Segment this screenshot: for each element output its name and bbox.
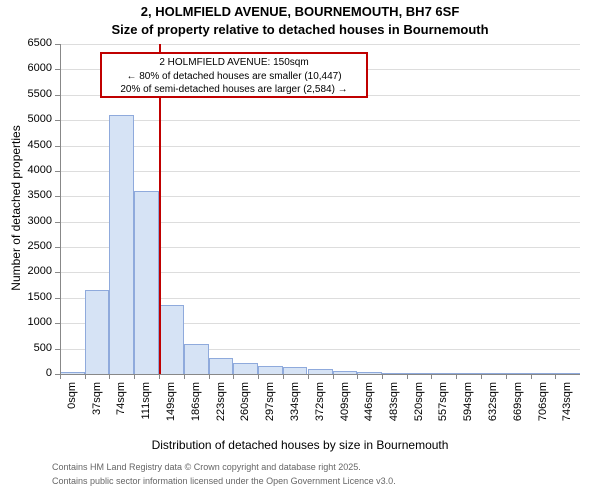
x-tick-label: 483sqm: [388, 382, 400, 432]
footer-line-2: Contains public sector information licen…: [52, 476, 396, 486]
gridline: [60, 171, 580, 172]
x-tick-label: 706sqm: [537, 382, 549, 432]
x-tick-label: 520sqm: [413, 382, 425, 432]
y-tick-label: 2500: [0, 240, 52, 252]
histogram-bar: [258, 366, 283, 374]
y-tick-label: 1500: [0, 291, 52, 303]
y-tick-label: 3000: [0, 215, 52, 227]
x-tick-label: 223sqm: [215, 382, 227, 432]
y-tick-label: 4000: [0, 164, 52, 176]
histogram-bar: [159, 305, 184, 374]
x-tick-label: 74sqm: [115, 382, 127, 432]
histogram-bar: [85, 290, 110, 374]
property-size-histogram: 2, HOLMFIELD AVENUE, BOURNEMOUTH, BH7 6S…: [0, 0, 600, 500]
y-axis-line: [60, 44, 61, 374]
callout-line-2: ← 80% of detached houses are smaller (10…: [106, 70, 362, 84]
x-tick-label: 743sqm: [561, 382, 573, 432]
callout-box: 2 HOLMFIELD AVENUE: 150sqm← 80% of detac…: [100, 52, 368, 98]
x-tick-label: 594sqm: [462, 382, 474, 432]
histogram-bar: [109, 115, 134, 374]
histogram-bar: [233, 363, 258, 374]
x-tick-label: 632sqm: [487, 382, 499, 432]
x-tick-label: 372sqm: [314, 382, 326, 432]
x-tick-label: 260sqm: [239, 382, 251, 432]
x-tick-label: 297sqm: [264, 382, 276, 432]
x-tick-label: 446sqm: [363, 382, 375, 432]
y-tick-label: 1000: [0, 316, 52, 328]
x-axis-label: Distribution of detached houses by size …: [0, 438, 600, 452]
x-axis-line: [60, 374, 580, 375]
y-tick-label: 5000: [0, 113, 52, 125]
gridline: [60, 44, 580, 45]
y-tick-label: 4500: [0, 139, 52, 151]
x-tick-label: 111sqm: [140, 382, 152, 432]
footer-line-1: Contains HM Land Registry data © Crown c…: [52, 462, 361, 472]
callout-line-3: 20% of semi-detached houses are larger (…: [106, 83, 362, 97]
y-tick-label: 2000: [0, 265, 52, 277]
x-tick-label: 557sqm: [437, 382, 449, 432]
y-tick-label: 6500: [0, 37, 52, 49]
callout-line-1: 2 HOLMFIELD AVENUE: 150sqm: [106, 56, 362, 70]
x-tick-label: 149sqm: [165, 382, 177, 432]
chart-title-sub: Size of property relative to detached ho…: [0, 22, 600, 37]
x-tick-label: 669sqm: [512, 382, 524, 432]
x-tick-label: 409sqm: [339, 382, 351, 432]
y-tick-label: 500: [0, 342, 52, 354]
y-tick-label: 6000: [0, 62, 52, 74]
x-tick-label: 37sqm: [91, 382, 103, 432]
x-tick-label: 186sqm: [190, 382, 202, 432]
y-tick-label: 3500: [0, 189, 52, 201]
x-tick-label: 0sqm: [66, 382, 78, 432]
gridline: [60, 120, 580, 121]
gridline: [60, 146, 580, 147]
histogram-bar: [134, 191, 159, 374]
chart-title-main: 2, HOLMFIELD AVENUE, BOURNEMOUTH, BH7 6S…: [0, 4, 600, 19]
histogram-bar: [283, 367, 308, 374]
y-tick-label: 5500: [0, 88, 52, 100]
histogram-bar: [184, 344, 209, 374]
y-tick-label: 0: [0, 367, 52, 379]
x-tick-label: 334sqm: [289, 382, 301, 432]
histogram-bar: [209, 358, 234, 374]
